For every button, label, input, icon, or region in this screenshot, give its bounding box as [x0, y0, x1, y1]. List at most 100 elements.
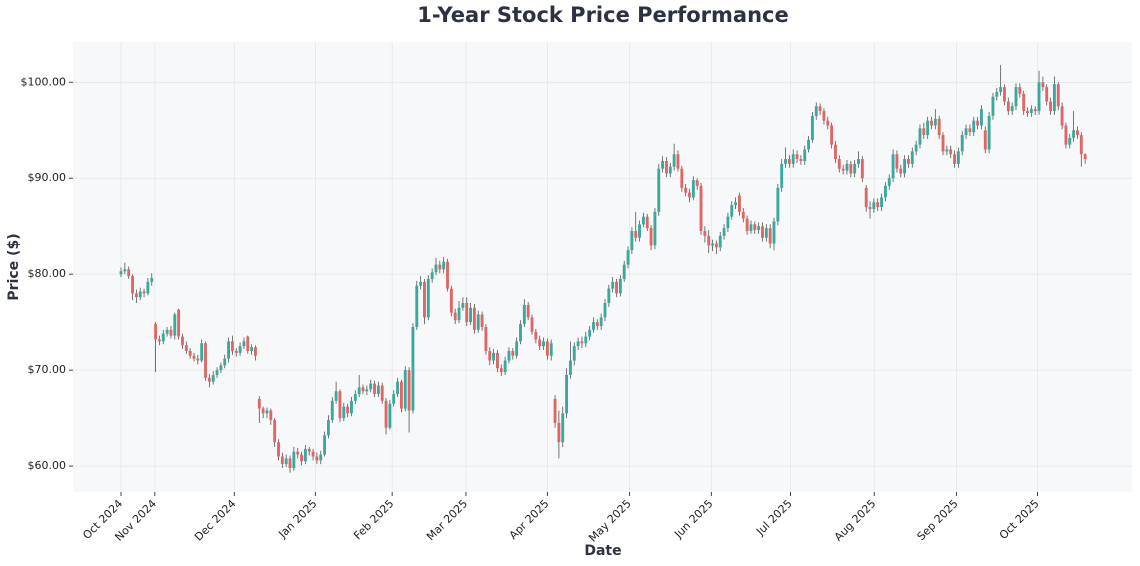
- candle-body: [346, 406, 350, 414]
- candle-body: [749, 224, 753, 232]
- candle-body: [173, 314, 177, 336]
- candle-body: [914, 144, 918, 152]
- candle-body: [1049, 101, 1053, 112]
- candle-body: [119, 271, 123, 275]
- candle-body: [238, 346, 242, 353]
- candle-body: [392, 394, 396, 404]
- candle-body: [542, 341, 545, 347]
- y-tick-label: $80.00: [28, 267, 67, 280]
- candle-body: [161, 333, 165, 342]
- candle-body: [246, 336, 250, 351]
- candle-body: [419, 281, 423, 286]
- chart-title: 1-Year Stock Price Performance: [417, 3, 788, 27]
- candle-body: [1029, 109, 1033, 114]
- x-tick-label: Apr 2025: [507, 497, 552, 542]
- candle-body: [396, 381, 400, 395]
- candle-body: [907, 159, 910, 164]
- candle-body: [837, 159, 841, 169]
- candle-body: [757, 226, 761, 231]
- candle-body: [768, 228, 772, 244]
- candle-body: [296, 451, 300, 455]
- candle-body: [1076, 130, 1079, 136]
- candle-body: [795, 154, 799, 160]
- candle-body: [899, 168, 903, 174]
- candle-body: [223, 358, 227, 366]
- candle-body: [1068, 137, 1072, 145]
- candle-body: [545, 341, 549, 356]
- candle-body: [641, 216, 645, 225]
- candle-body: [626, 250, 630, 265]
- candle-body: [818, 106, 822, 112]
- candle-body: [576, 341, 580, 347]
- candle-body: [791, 154, 795, 164]
- candle-body: [519, 324, 522, 342]
- candle-body: [496, 352, 499, 369]
- x-tick-label: Sep 2025: [915, 497, 961, 543]
- candle-body: [933, 118, 937, 126]
- candle-body: [730, 205, 734, 217]
- candle-body: [726, 216, 730, 229]
- y-tick-label: $90.00: [28, 171, 67, 184]
- candle-body: [860, 159, 864, 179]
- candle-body: [1010, 106, 1014, 112]
- candle-body: [1022, 93, 1026, 112]
- candle-body: [499, 368, 503, 373]
- candle-body: [960, 135, 964, 152]
- candle-body: [1037, 82, 1041, 112]
- candle-body: [384, 400, 388, 428]
- candle-body: [584, 336, 588, 344]
- candle-body: [764, 228, 768, 238]
- candle-body: [895, 154, 899, 169]
- candle-body: [127, 269, 131, 277]
- candle-body: [999, 87, 1003, 92]
- candle-body: [196, 358, 200, 361]
- candle-body: [157, 339, 161, 342]
- candle-body: [976, 120, 980, 126]
- candle-body: [707, 235, 711, 246]
- candle-body: [784, 159, 787, 164]
- candle-body: [326, 420, 330, 436]
- candle-body: [622, 264, 626, 279]
- candle-body: [638, 224, 642, 238]
- candle-body: [891, 154, 895, 179]
- candle-body: [615, 281, 618, 294]
- candle-body: [534, 331, 538, 340]
- candle-body: [949, 149, 953, 155]
- candle-body: [242, 341, 246, 347]
- candle-body: [753, 224, 757, 231]
- candle-body: [323, 435, 327, 455]
- candle-body: [526, 304, 530, 318]
- candle-body: [265, 410, 269, 414]
- candle-body: [230, 341, 234, 351]
- candle-body: [288, 458, 292, 469]
- candle-body: [711, 243, 714, 246]
- candle-body: [204, 343, 207, 378]
- candle-body: [227, 341, 231, 359]
- candle-body: [350, 400, 353, 414]
- candle-body: [826, 120, 830, 126]
- candle-body: [319, 454, 323, 461]
- candle-body: [373, 383, 376, 395]
- candle-body: [665, 160, 668, 174]
- candle-body: [776, 187, 780, 222]
- candle-body: [380, 385, 384, 401]
- candle-body: [353, 394, 357, 401]
- candle-body: [192, 355, 196, 359]
- candle-body: [503, 360, 507, 373]
- candle-body: [207, 377, 211, 382]
- candle-body: [311, 451, 315, 457]
- candle-body: [630, 231, 634, 251]
- candle-body: [150, 278, 154, 282]
- candle-body: [461, 302, 465, 308]
- candle-body: [492, 352, 496, 361]
- candle-body: [565, 374, 569, 414]
- candle-body: [953, 154, 956, 164]
- candle-body: [215, 370, 219, 375]
- candle-body: [430, 272, 434, 279]
- candle-body: [603, 302, 607, 318]
- candle-body: [415, 285, 419, 327]
- candle-body: [484, 326, 488, 351]
- candle-body: [1014, 87, 1018, 107]
- candle-body: [956, 151, 960, 164]
